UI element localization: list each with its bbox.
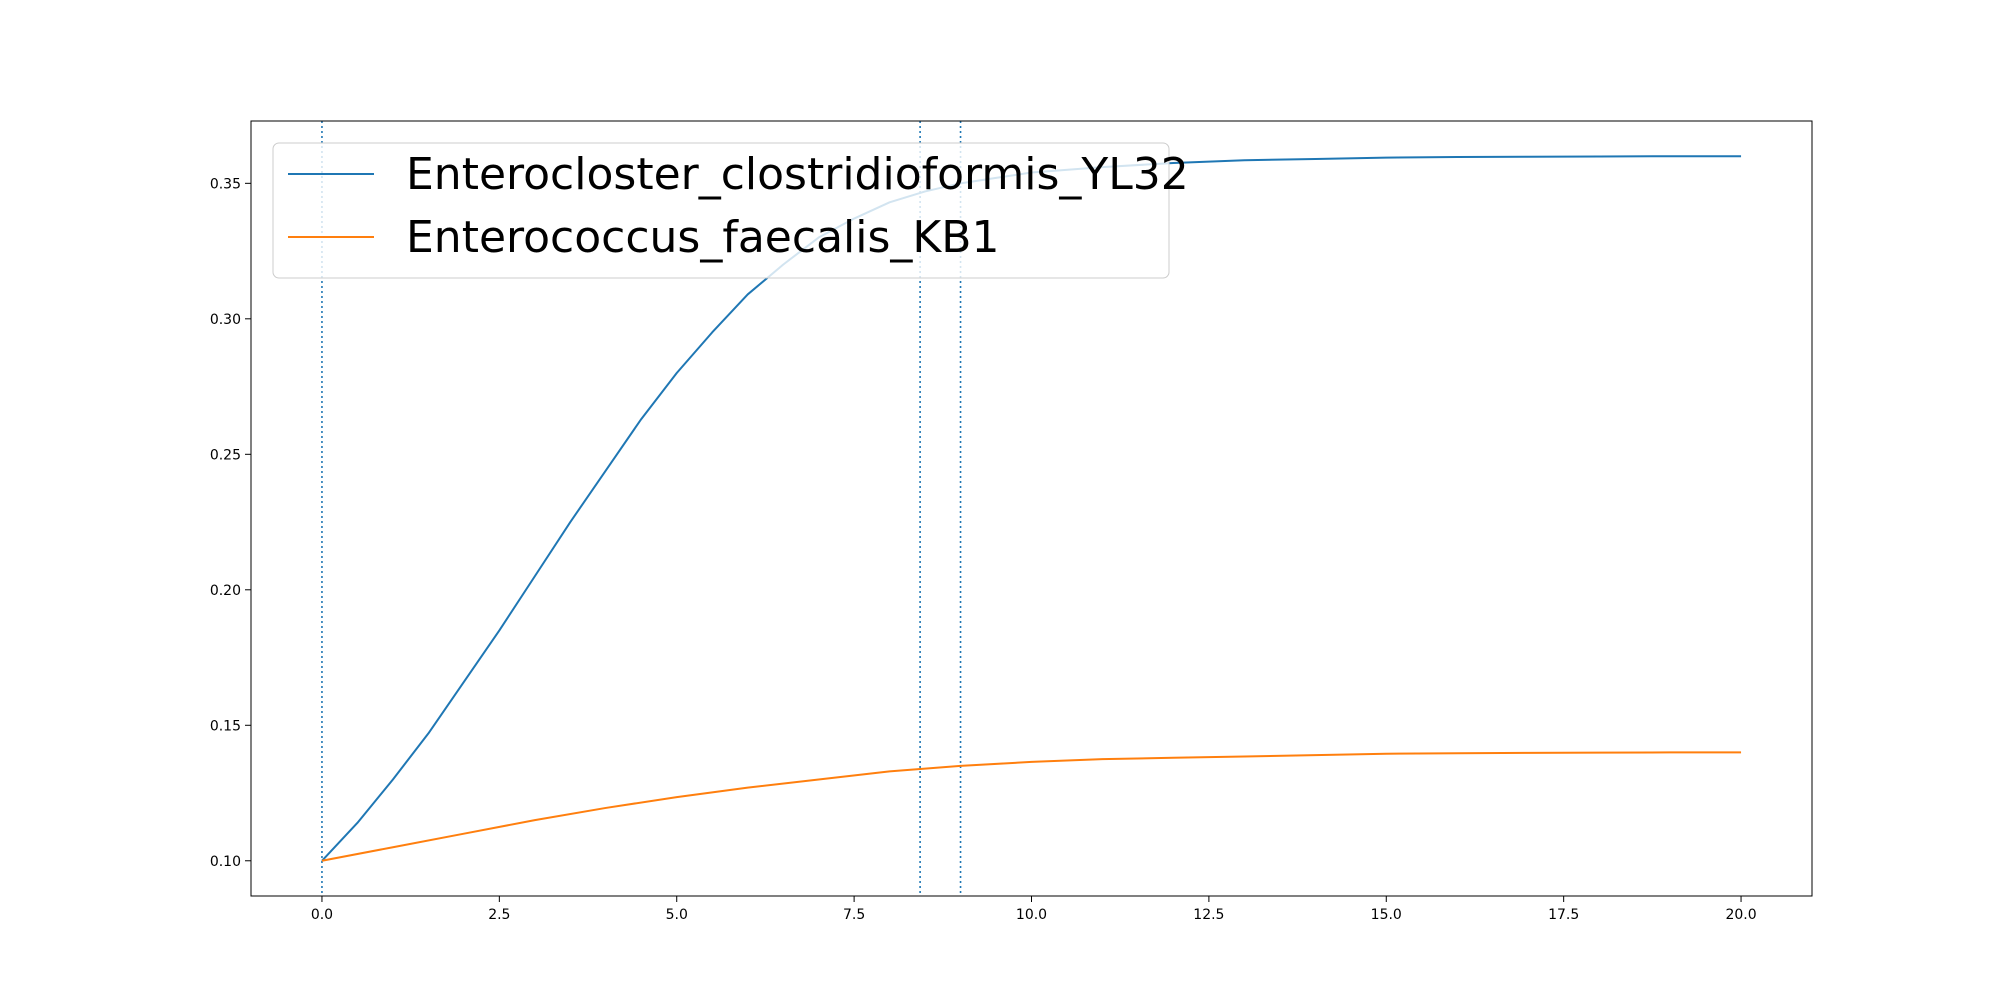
legend-label-1: Enterocloster_clostridioformis_YL32 (406, 149, 1189, 200)
y-tick-label: 0.20 (210, 583, 241, 599)
x-tick-label: 20.0 (1725, 907, 1756, 923)
x-tick-label: 0.0 (311, 907, 333, 923)
x-axis: 0.0 2.5 5.0 7.5 10.0 12.5 15.0 17.5 20.0 (311, 896, 1757, 923)
x-tick-label: 7.5 (843, 907, 865, 923)
x-tick-label: 5.0 (666, 907, 688, 923)
y-tick-label: 0.30 (210, 312, 241, 328)
x-tick-label: 17.5 (1548, 907, 1579, 923)
legend: Enterocloster_clostridioformis_YL32 Enter… (272, 142, 1189, 279)
y-tick-label: 0.25 (210, 447, 241, 463)
x-tick-label: 10.0 (1016, 907, 1047, 923)
x-tick-label: 12.5 (1193, 907, 1224, 923)
legend-box (272, 142, 1170, 279)
x-tick-label: 15.0 (1371, 907, 1402, 923)
y-axis: 0.10 0.15 0.20 0.25 0.30 0.35 (210, 176, 251, 870)
y-tick-label: 0.15 (210, 718, 241, 734)
y-tick-label: 0.35 (210, 176, 241, 192)
y-tick-label: 0.10 (210, 854, 241, 870)
x-tick-label: 2.5 (488, 907, 510, 923)
legend-label-2: Enterococcus_faecalis_KB1 (406, 212, 999, 263)
series-line-2 (321, 751, 1742, 862)
